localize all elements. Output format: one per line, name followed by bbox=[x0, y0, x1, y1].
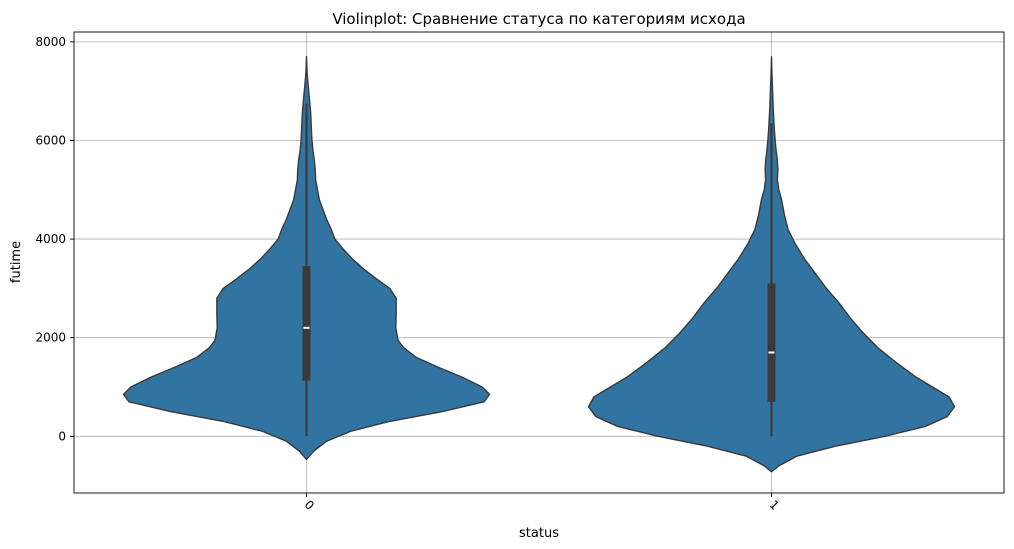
chart-title: Violinplot: Сравнение статуса по категор… bbox=[332, 10, 745, 28]
y-tick-label: 0 bbox=[58, 429, 66, 443]
x-axis-label: status bbox=[519, 526, 559, 541]
y-tick-label: 2000 bbox=[35, 331, 66, 345]
y-tick-label: 6000 bbox=[35, 133, 66, 147]
y-axis-ticks: 0 2000 4000 6000 8000 bbox=[35, 35, 74, 443]
violin-iqr-box-0 bbox=[302, 266, 311, 381]
x-tick-label: 0 bbox=[302, 498, 317, 513]
plot-frame bbox=[73, 31, 1005, 494]
y-axis-label: futime bbox=[9, 241, 24, 283]
violins bbox=[122, 55, 956, 473]
x-tick-label: 1 bbox=[767, 498, 782, 513]
violin-iqr-box-1 bbox=[767, 283, 776, 402]
y-tick-label: 8000 bbox=[35, 35, 66, 49]
y-tick-label: 4000 bbox=[35, 232, 66, 246]
